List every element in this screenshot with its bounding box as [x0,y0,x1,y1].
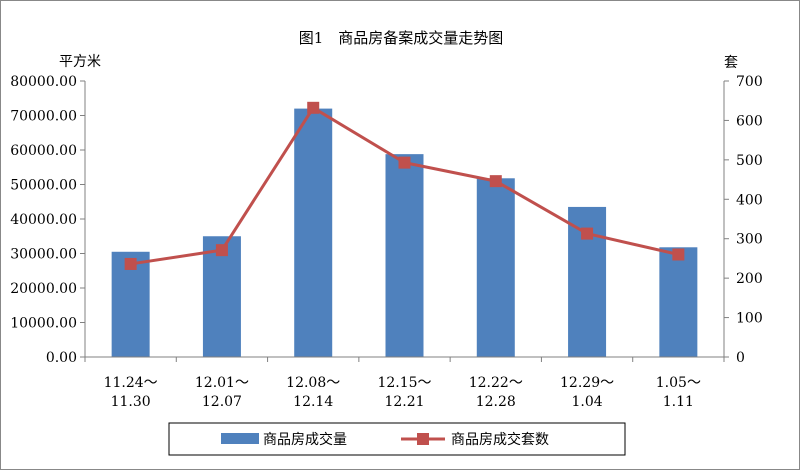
left-tick-label: 10000.00 [10,316,77,332]
left-tick-label: 70000.00 [10,109,77,125]
right-tick-label: 100 [736,311,763,327]
x-tick-label: 12.28 [476,394,516,410]
x-tick-label: 12.21 [384,394,424,410]
line-point [215,244,228,257]
x-tick-label: 12.08～ [286,375,340,391]
bar-series [111,108,698,357]
x-tick-label: 12.14 [293,394,333,410]
x-tick-label: 12.01～ [195,375,249,391]
right-axis-ticks: 0 100 200 300 400 500 600 700 [724,74,763,366]
right-tick-label: 300 [736,232,763,248]
bar [202,236,241,357]
right-tick-label: 200 [736,271,763,287]
left-tick-label: 30000.00 [10,247,77,263]
left-tick-label: 0.00 [46,350,77,366]
x-tick-label: 12.29～ [560,375,614,391]
bar [294,108,333,357]
bar [385,154,424,357]
line-series [124,101,685,270]
right-tick-label: 700 [736,74,763,90]
right-tick-label: 500 [736,153,763,169]
left-tick-label: 60000.00 [10,143,77,159]
left-axis-label: 平方米 [59,54,101,70]
chart-title: 图1 商品房备案成交量走势图 [299,29,504,47]
x-tick-label: 1.05～ [656,375,701,391]
bar [476,178,515,357]
line-point [489,175,502,188]
x-tick-label: 11.24～ [104,375,158,391]
legend-line-label: 商品房成交套数 [451,431,549,448]
left-tick-label: 50000.00 [10,178,77,194]
x-axis-labels: 11.24～ 11.30 12.01～ 12.07 12.08～ 12.14 12.15～ 1… [84,357,725,410]
left-axis-ticks: 0.00 10000.00 20000.00 30000.00 40000.00 5000… [10,74,85,366]
right-tick-label: 600 [736,113,763,129]
x-tick-label: 1.11 [663,394,694,410]
right-axis-label: 套 [724,55,738,71]
legend-bar-swatch [221,433,259,444]
right-tick-label: 400 [736,192,763,208]
legend-line-marker [417,433,429,445]
line-point [398,156,411,169]
legend-bar-label: 商品房成交量 [263,431,347,448]
left-tick-label: 80000.00 [10,74,77,90]
x-tick-label: 12.07 [202,394,242,410]
line-point [581,227,594,240]
line-point [307,101,320,114]
x-tick-label: 12.15～ [377,375,431,391]
left-tick-label: 40000.00 [10,212,77,228]
line-point [672,248,685,261]
axes [84,81,725,358]
line-point [124,257,137,270]
bar [659,247,698,357]
x-tick-label: 12.22～ [469,375,523,391]
x-tick-label: 11.30 [111,394,151,410]
right-tick-label: 0 [736,350,745,366]
left-tick-label: 20000.00 [10,281,77,297]
x-tick-label: 1.04 [571,394,602,410]
legend: 商品房成交量 商品房成交套数 [168,422,626,456]
